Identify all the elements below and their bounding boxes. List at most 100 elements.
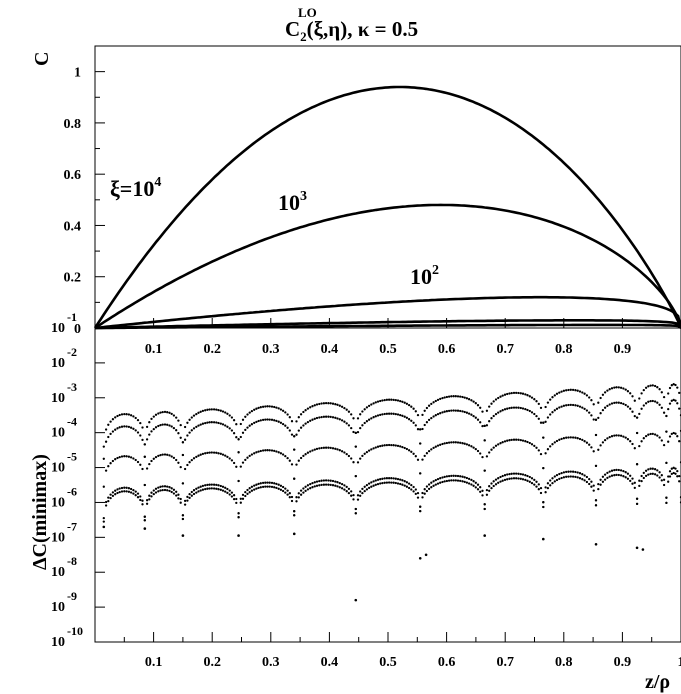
error-dot [340, 487, 344, 490]
error-dot [186, 434, 189, 437]
error-dot [647, 473, 650, 476]
error-dot [309, 487, 312, 490]
error-dot [114, 493, 117, 496]
error-dot [183, 467, 187, 471]
error-dot [399, 413, 402, 417]
error-dot [660, 391, 663, 394]
error-dot [192, 457, 196, 460]
error-dot [403, 415, 406, 418]
error-dot [363, 421, 366, 425]
error-dot [322, 415, 326, 418]
error-outlier-dot [635, 546, 639, 550]
error-dot [678, 480, 681, 483]
error-dot [662, 443, 666, 447]
error-dot [221, 489, 225, 492]
error-dot [318, 479, 321, 483]
error-dot [483, 503, 486, 506]
error-dot [635, 431, 639, 435]
error-dot [506, 439, 509, 442]
error-dot [338, 486, 341, 489]
error-dot [419, 442, 422, 445]
error-dot [454, 409, 457, 412]
error-dot [512, 406, 516, 409]
error-dot [118, 413, 121, 417]
error-dot [481, 494, 484, 497]
error-dot [175, 458, 178, 462]
error-dot [651, 399, 654, 403]
error-dot [410, 483, 413, 487]
error-dot [419, 428, 422, 431]
error-dot [642, 471, 645, 475]
error-dot [136, 492, 140, 495]
error-dot [102, 457, 105, 460]
bottom-panel: ΔC(minimax) z/ρ 10-110-210-310-410-510-6… [29, 310, 681, 693]
error-dot [266, 485, 269, 488]
error-dot [635, 502, 639, 506]
error-dot [102, 520, 105, 523]
error-dot [175, 429, 178, 432]
error-dot [195, 491, 198, 494]
error-dot [148, 494, 151, 497]
error-dot [290, 433, 294, 436]
error-dot [521, 473, 525, 476]
error-dot [501, 479, 504, 482]
error-dot [434, 445, 437, 448]
top-x-tick-label: 0.6 [438, 342, 456, 357]
error-dot [297, 429, 300, 432]
error-dot [204, 409, 207, 412]
error-dot [107, 435, 110, 439]
error-dot [519, 392, 522, 395]
error-dot [474, 481, 477, 484]
error-dot [539, 421, 543, 424]
error-dot [239, 422, 242, 426]
error-dot [399, 478, 402, 481]
error-dot [631, 442, 634, 446]
error-dot [172, 492, 176, 495]
error-dot [412, 407, 415, 410]
error-dot [499, 475, 502, 479]
bottom-y-tick-label: 10 [51, 321, 65, 336]
error-dot [114, 458, 117, 461]
error-dot [524, 393, 527, 396]
error-dot [250, 409, 254, 413]
error-dot [672, 431, 675, 435]
error-dot [401, 445, 404, 449]
error-dot [416, 491, 420, 495]
error-dot [215, 451, 218, 454]
error-dot [385, 481, 389, 484]
error-dot [456, 395, 460, 398]
error-dot [273, 405, 276, 409]
error-dot [288, 496, 291, 499]
error-dot [139, 495, 142, 498]
error-dot [139, 421, 142, 425]
error-dot [290, 420, 294, 423]
error-dot [476, 404, 480, 407]
error-dot [472, 480, 475, 483]
error-dot [192, 414, 196, 417]
error-dot [152, 492, 155, 496]
error-dot [127, 413, 131, 416]
error-dot [533, 412, 536, 416]
error-dot [670, 384, 673, 387]
top-y-tick-label: 0.4 [64, 219, 82, 234]
error-dot [327, 479, 330, 482]
error-dot [297, 496, 300, 499]
error-dot [546, 448, 550, 451]
bottom-y-tick-label: 10 [51, 461, 65, 476]
error-dot [241, 431, 245, 434]
error-dot [217, 452, 220, 455]
error-dot [617, 473, 620, 477]
error-dot [441, 396, 444, 400]
error-dot [515, 406, 518, 409]
error-dot [338, 404, 341, 407]
error-dot [159, 489, 162, 492]
error-dot [567, 403, 570, 407]
error-dot [497, 396, 500, 400]
error-dot [488, 451, 491, 454]
error-dot [419, 472, 422, 475]
error-dot [465, 476, 469, 480]
error-dot [660, 439, 663, 442]
bottom-y-axis: 10-110-210-310-410-510-610-710-810-910-1… [51, 310, 105, 650]
error-dot [201, 488, 205, 491]
error-dot [379, 478, 382, 481]
